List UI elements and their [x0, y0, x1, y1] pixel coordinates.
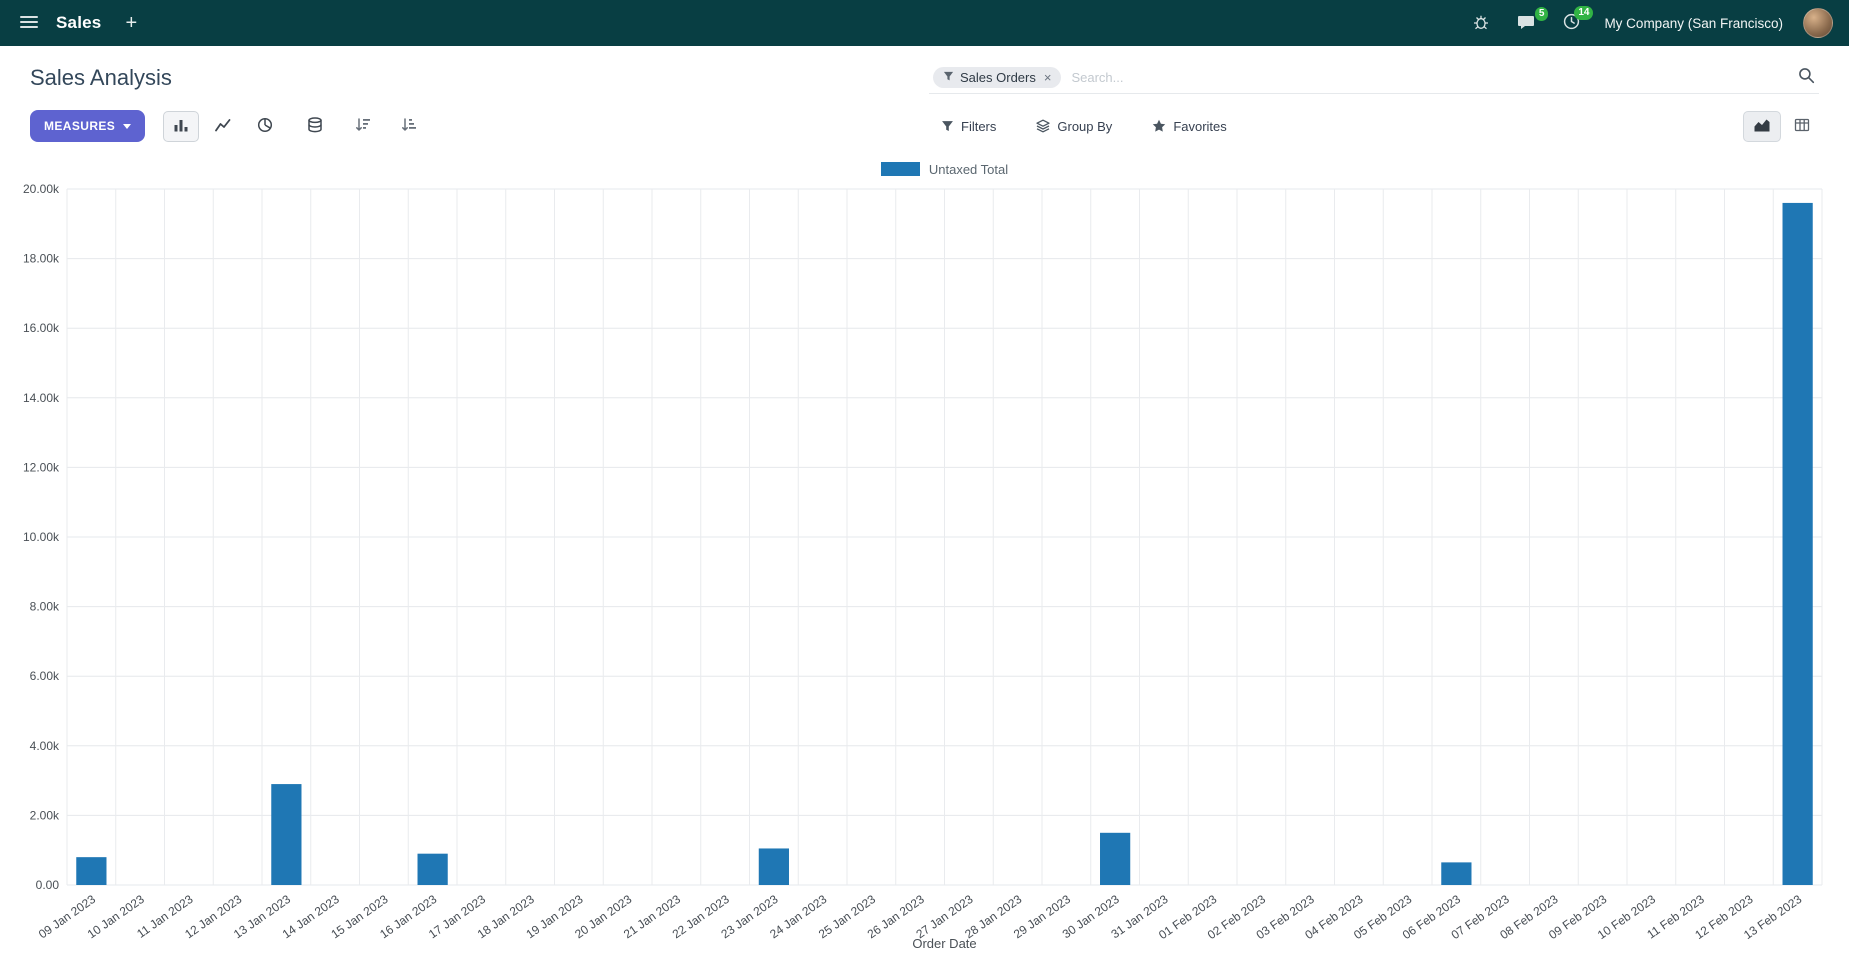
line-chart-icon — [215, 117, 231, 136]
funnel-icon — [943, 70, 954, 85]
star-icon — [1152, 119, 1166, 133]
chart-area: Untaxed Total 0.00 2.00k 4.00k 6.00k 8.00k 10… — [0, 156, 1849, 958]
legend-label: Untaxed Total — [928, 161, 1009, 177]
svg-text:Order Date: Order Date — [912, 936, 976, 951]
bar-chart-icon — [173, 117, 189, 136]
facet-label: Sales Orders — [960, 70, 1036, 85]
favorites-button[interactable]: Favorites — [1146, 118, 1232, 135]
activities-badge: 14 — [1574, 6, 1594, 20]
graph-view-button[interactable] — [1743, 110, 1781, 142]
svg-text:20.00k: 20.00k — [23, 182, 60, 196]
line-chart-button[interactable] — [205, 111, 241, 142]
messages-badge: 5 — [1534, 6, 1549, 21]
control-panel: Sales Analysis Sales Orders × MEASURES — [0, 46, 1849, 156]
svg-text:6.00k: 6.00k — [30, 669, 60, 683]
activities-button[interactable]: 14 — [1559, 6, 1594, 37]
clock-icon — [1563, 13, 1580, 33]
chart-bar[interactable] — [271, 784, 302, 885]
search-bar[interactable]: Sales Orders × — [929, 62, 1819, 94]
company-switcher[interactable]: My Company (San Francisco) — [1604, 15, 1783, 31]
top-navbar: Sales + 5 14 My Company (San Francisco) — [0, 0, 1849, 46]
area-chart-icon — [1753, 117, 1771, 136]
svg-text:16.00k: 16.00k — [23, 321, 60, 335]
svg-text:14.00k: 14.00k — [23, 391, 60, 405]
new-window-button[interactable]: + — [119, 12, 143, 34]
search-icon[interactable] — [1798, 67, 1815, 89]
user-avatar[interactable] — [1803, 8, 1833, 38]
measures-label: MEASURES — [44, 119, 116, 133]
svg-text:12.00k: 12.00k — [23, 460, 60, 474]
svg-text:2.00k: 2.00k — [30, 808, 60, 822]
svg-text:18.00k: 18.00k — [23, 252, 60, 266]
chart-bar[interactable] — [1782, 202, 1813, 886]
pivot-view-button[interactable] — [1783, 111, 1821, 142]
pie-chart-icon — [257, 117, 273, 136]
view-switcher — [1743, 110, 1821, 142]
filters-label: Filters — [961, 118, 997, 134]
svg-text:4.00k: 4.00k — [30, 739, 60, 753]
svg-text:0.00: 0.00 — [36, 878, 60, 892]
stacked-toggle-button[interactable] — [297, 111, 333, 142]
bug-icon — [1473, 14, 1489, 33]
navbar-left: Sales + — [16, 11, 143, 36]
chart-legend[interactable]: Untaxed Total — [20, 156, 1849, 182]
svg-text:10.00k: 10.00k — [23, 530, 60, 544]
pie-chart-button[interactable] — [247, 111, 283, 142]
messages-button[interactable]: 5 — [1513, 6, 1549, 37]
hamburger-icon — [20, 15, 38, 32]
sort-ascending-icon — [401, 117, 417, 136]
search-input[interactable] — [1069, 69, 1790, 86]
page-title: Sales Analysis — [30, 65, 172, 90]
svg-text:8.00k: 8.00k — [30, 600, 60, 614]
chart-bar[interactable] — [1441, 862, 1472, 885]
stacked-icon — [307, 116, 323, 136]
toolbar-row: MEASURES — [30, 106, 1819, 146]
pivot-grid-icon — [1794, 117, 1810, 136]
apps-menu-button[interactable] — [16, 11, 42, 36]
navbar-right: 5 14 My Company (San Francisco) — [1469, 6, 1833, 38]
debug-button[interactable] — [1469, 10, 1493, 37]
breadcrumb-row: Sales Analysis Sales Orders × — [30, 60, 1819, 96]
sort-ascending-button[interactable] — [391, 111, 427, 142]
chart-bar[interactable] — [758, 848, 789, 885]
app-name[interactable]: Sales — [56, 13, 102, 32]
layers-icon — [1036, 119, 1051, 133]
chart-type-group — [163, 110, 283, 142]
caret-down-icon — [123, 123, 132, 129]
chart-bar[interactable] — [1100, 832, 1131, 885]
sort-group — [345, 111, 427, 142]
measures-button[interactable]: MEASURES — [30, 110, 146, 142]
sort-descending-button[interactable] — [345, 111, 381, 142]
chart-bar[interactable] — [417, 853, 448, 885]
favorites-label: Favorites — [1173, 118, 1227, 134]
legend-swatch — [880, 162, 920, 176]
filters-button[interactable]: Filters — [935, 118, 1002, 135]
filter-icon — [941, 120, 954, 133]
group-by-label: Group By — [1057, 118, 1113, 134]
bar-chart-button[interactable] — [163, 110, 200, 142]
chat-icon — [1517, 14, 1535, 33]
chart-bar[interactable] — [76, 857, 107, 885]
sort-descending-icon — [355, 117, 371, 136]
group-by-button[interactable]: Group By — [1030, 118, 1118, 135]
search-facet-sales-orders[interactable]: Sales Orders × — [933, 67, 1062, 88]
search-tools: Filters Group By Favorites — [935, 118, 1233, 135]
facet-remove-icon[interactable]: × — [1043, 70, 1052, 85]
sales-bar-chart[interactable]: 0.00 2.00k 4.00k 6.00k 8.00k 10.00k 12.00k 14.0… — [0, 182, 1849, 958]
